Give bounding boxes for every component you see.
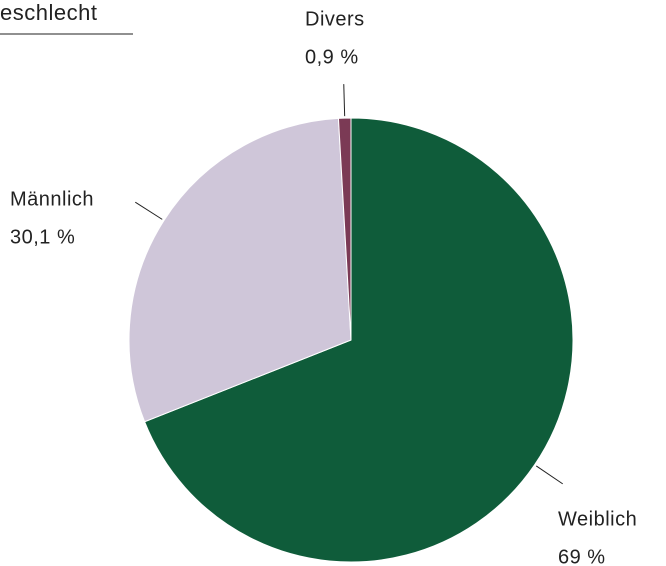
slice-label: Weiblich: [558, 508, 637, 530]
pie-slice: [143, 117, 574, 563]
slice-value-label: 30,1 %: [10, 226, 75, 248]
slice-label: Divers: [305, 8, 365, 30]
slice-label: Männlich: [10, 188, 94, 210]
slice-value-label: 0,9 %: [305, 46, 359, 68]
pie-slice: [337, 117, 352, 341]
slice-value-label: 69 %: [558, 546, 606, 566]
chart-title: eschlecht: [0, 0, 97, 25]
leader-line: [135, 201, 163, 220]
leader-line: [343, 84, 346, 117]
leader-line: [535, 465, 564, 485]
pie-slice: [128, 117, 352, 423]
